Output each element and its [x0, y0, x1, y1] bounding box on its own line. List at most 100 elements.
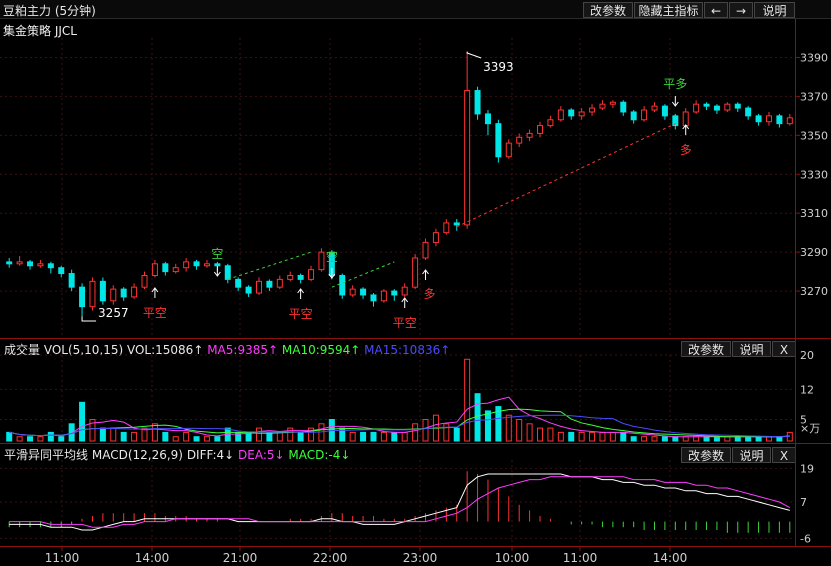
- candle-body: [401, 286, 408, 296]
- vol-ma10: MA10:9594↑: [281, 343, 361, 357]
- signal-cover-label: 平空: [289, 307, 313, 321]
- candle-body: [641, 109, 648, 121]
- volume-bar: [193, 436, 200, 442]
- volume-bar: [693, 436, 700, 442]
- macd-tick-label: 19: [800, 462, 814, 475]
- volume-bar: [58, 436, 65, 442]
- price-tick-label: 3330: [800, 168, 828, 181]
- volume-bar: [599, 431, 606, 442]
- candle-body: [297, 274, 304, 280]
- macd-title: 平滑异同平均线 MACD(12,26,9) DIFF:4↓ DEA:5↓ MAC…: [4, 446, 350, 463]
- volume-bar: [516, 419, 523, 442]
- volume-bar: [505, 414, 512, 442]
- signal-long-label: 多: [680, 143, 692, 157]
- candle-body: [516, 136, 523, 144]
- help-button[interactable]: 说明: [754, 2, 795, 18]
- candle-body: [578, 111, 585, 117]
- volume-bar: [630, 436, 637, 442]
- volume-help-button[interactable]: 说明: [732, 341, 771, 357]
- volume-bar: [755, 436, 762, 442]
- candle-body: [110, 288, 117, 302]
- macd-help-button[interactable]: 说明: [732, 447, 771, 463]
- volume-title: 成交量 VOL(5,10,15) VOL:15086↑ MA5:9385↑ MA…: [4, 341, 450, 358]
- volume-bar: [214, 436, 221, 442]
- low-marker: [81, 316, 97, 322]
- candle-body: [214, 263, 221, 267]
- candle-body: [183, 261, 190, 269]
- candle-body: [734, 103, 741, 109]
- signal-close-long-label: 平多: [663, 77, 687, 91]
- volume-bar: [724, 436, 731, 442]
- candle-body: [16, 261, 23, 265]
- volume-bar: [89, 419, 96, 442]
- time-tick-label: 14:00: [653, 551, 688, 565]
- volume-bar: [370, 431, 377, 442]
- candle-body: [724, 103, 731, 111]
- volume-bar: [401, 431, 408, 442]
- candle-body: [224, 265, 231, 280]
- candle-body: [505, 142, 512, 158]
- candle-body: [79, 286, 86, 308]
- volume-bar: [37, 436, 44, 442]
- candle-body: [47, 263, 54, 269]
- high-price-label: 3393: [483, 60, 514, 74]
- signal-short-line: [331, 261, 395, 288]
- signal-arrow-icon: [297, 288, 305, 294]
- vol-ma15: MA15:10836↑: [364, 343, 451, 357]
- candle-body: [276, 278, 283, 288]
- volume-bar: [672, 436, 679, 442]
- volume-bar: [620, 431, 627, 442]
- volume-bar: [589, 431, 596, 442]
- volume-bar: [141, 427, 148, 442]
- volume-bar: [47, 431, 54, 442]
- candle-body: [6, 261, 13, 265]
- macd-title-label: 平滑异同平均线: [4, 448, 89, 462]
- volume-bar: [713, 436, 720, 442]
- volume-tick-label: 20: [800, 349, 814, 362]
- candle-body: [786, 117, 793, 125]
- signal-long-line: [456, 123, 676, 228]
- candle-body: [547, 119, 554, 127]
- candle-body: [131, 286, 138, 298]
- time-tick-label: 14:00: [135, 551, 170, 565]
- candle-body: [755, 115, 762, 123]
- candle-body: [703, 103, 710, 107]
- volume-bar: [287, 427, 294, 442]
- candle-body: [620, 101, 627, 113]
- candle-body: [422, 241, 429, 259]
- candle-body: [765, 115, 772, 123]
- vol-ma5: MA5:9385↑: [207, 343, 279, 357]
- candle-body: [412, 257, 419, 288]
- candle-body: [370, 294, 377, 302]
- volume-bar: [297, 431, 304, 442]
- change-params-button[interactable]: 改参数: [583, 2, 633, 18]
- volume-bar: [131, 431, 138, 442]
- candle-body: [443, 222, 450, 234]
- hide-indicator-button[interactable]: 隐藏主指标: [634, 2, 703, 18]
- volume-bar: [120, 431, 127, 442]
- volume-close-icon[interactable]: X: [772, 341, 796, 357]
- window-title: 豆粕主力 (5分钟): [3, 4, 96, 18]
- candle-body: [557, 109, 564, 121]
- next-arrow-icon[interactable]: →: [729, 2, 753, 18]
- candle-body: [162, 263, 169, 273]
- time-tick-label: 11:00: [563, 551, 598, 565]
- prev-arrow-icon[interactable]: ←: [704, 2, 728, 18]
- volume-bar: [422, 419, 429, 442]
- price-tick-label: 3290: [800, 246, 828, 259]
- candle-body: [68, 273, 75, 288]
- signal-arrow-icon: [401, 297, 409, 303]
- volume-params-button[interactable]: 改参数: [681, 341, 731, 357]
- candle-body: [37, 263, 44, 267]
- macd-params-button[interactable]: 改参数: [681, 447, 731, 463]
- signal-cover-label: 平空: [393, 316, 417, 330]
- macd-dea: DEA:5↓: [238, 448, 285, 462]
- candle-body: [568, 109, 575, 117]
- price-tick-label: 3310: [800, 207, 828, 220]
- candle-body: [599, 103, 606, 109]
- candle-body: [630, 111, 637, 121]
- candle-body: [651, 105, 658, 111]
- candle-body: [349, 288, 356, 296]
- volume-bar: [703, 436, 710, 442]
